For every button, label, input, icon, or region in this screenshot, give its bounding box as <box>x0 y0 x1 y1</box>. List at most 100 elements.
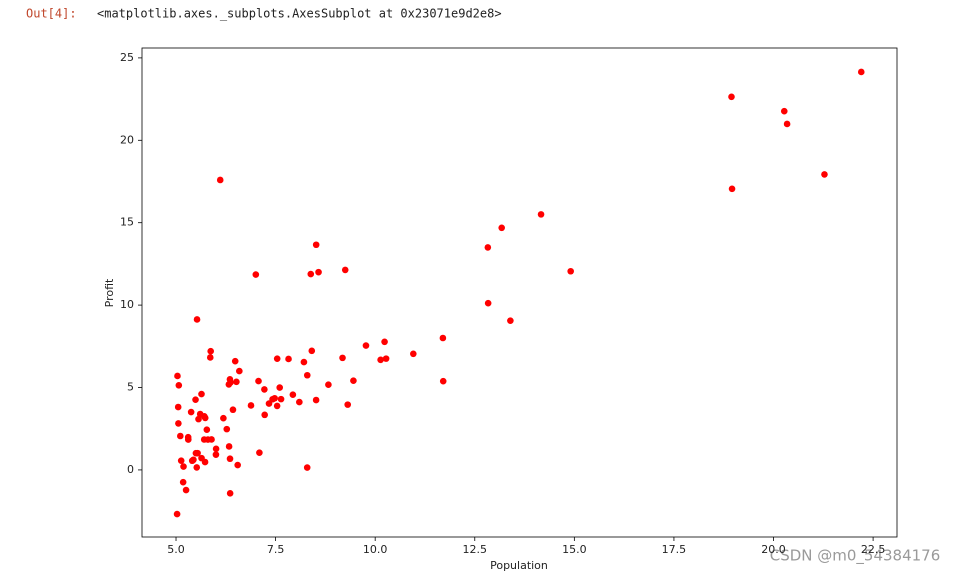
point <box>289 391 297 399</box>
point <box>303 464 311 471</box>
point <box>223 425 231 433</box>
point <box>537 211 545 218</box>
point <box>484 299 492 307</box>
point <box>307 270 315 278</box>
point <box>783 120 791 128</box>
point <box>273 402 281 410</box>
point <box>382 355 390 362</box>
point <box>174 372 181 380</box>
point <box>439 334 447 342</box>
point <box>231 357 239 365</box>
point <box>212 451 220 458</box>
x-tick-label: 20.0 <box>761 543 786 556</box>
point <box>180 463 187 470</box>
point <box>300 358 308 366</box>
point <box>341 266 349 274</box>
point <box>184 433 192 441</box>
point <box>857 68 865 76</box>
x-tick-label: 15.0 <box>562 543 587 556</box>
point <box>190 456 197 464</box>
point <box>225 443 233 450</box>
point <box>195 415 202 423</box>
point <box>252 271 260 278</box>
point <box>780 107 788 115</box>
point <box>174 403 182 411</box>
point <box>296 398 303 406</box>
point <box>507 317 514 324</box>
x-axis-label: Population <box>490 559 548 572</box>
point <box>308 347 316 355</box>
point <box>193 316 201 323</box>
point <box>226 490 234 497</box>
point <box>179 478 187 486</box>
point <box>196 410 204 418</box>
point <box>567 267 574 275</box>
point <box>200 436 208 443</box>
point <box>247 402 255 409</box>
point <box>192 396 199 403</box>
y-axis-label: Profit <box>103 278 116 307</box>
point <box>325 381 332 389</box>
point <box>728 185 736 193</box>
point <box>255 377 262 385</box>
point <box>261 386 268 393</box>
point <box>226 455 234 463</box>
point <box>312 396 320 404</box>
y-tick-label: 10 <box>120 298 134 311</box>
point <box>201 458 209 466</box>
y-tick-label: 0 <box>127 463 134 476</box>
point <box>439 377 447 385</box>
point <box>173 510 181 518</box>
point <box>175 420 182 427</box>
watermark: CSDN @m0_54384176 <box>770 547 941 566</box>
point <box>410 350 417 358</box>
point <box>225 381 233 388</box>
x-tick-label: 10.0 <box>363 543 388 556</box>
point <box>175 382 183 389</box>
point <box>187 408 195 416</box>
point <box>177 457 185 464</box>
point <box>344 401 352 408</box>
point <box>206 354 214 361</box>
point <box>212 445 220 453</box>
point <box>256 449 263 456</box>
point <box>203 426 211 433</box>
x-tick-label: 12.5 <box>463 543 488 556</box>
point <box>182 486 190 494</box>
y-tick-label: 15 <box>120 216 134 229</box>
point <box>350 377 357 384</box>
x-tick-label: 17.5 <box>662 543 687 556</box>
point <box>312 241 320 249</box>
point <box>193 464 201 471</box>
point <box>226 376 234 383</box>
y-tick-label: 20 <box>120 133 134 146</box>
point <box>728 93 735 101</box>
plot-frame <box>141 47 898 538</box>
point <box>276 384 284 391</box>
point <box>498 224 505 232</box>
x-tick-label: 22.5 <box>861 543 886 556</box>
x-tick-label: 5.0 <box>167 543 185 556</box>
point <box>198 390 205 398</box>
point <box>265 400 273 407</box>
point <box>377 356 384 364</box>
point <box>207 347 215 355</box>
point <box>303 371 311 379</box>
point <box>339 354 346 362</box>
point <box>233 378 240 386</box>
point <box>315 268 322 276</box>
point <box>821 171 828 178</box>
y-tick-label: 5 <box>127 381 134 394</box>
y-tick-label: 25 <box>120 51 134 64</box>
point <box>177 432 184 440</box>
point <box>216 176 224 184</box>
point <box>285 355 292 363</box>
x-tick-label: 7.5 <box>267 543 285 556</box>
point <box>229 406 237 414</box>
point <box>362 342 370 349</box>
point <box>277 395 285 403</box>
point <box>236 367 243 375</box>
point <box>261 411 268 419</box>
